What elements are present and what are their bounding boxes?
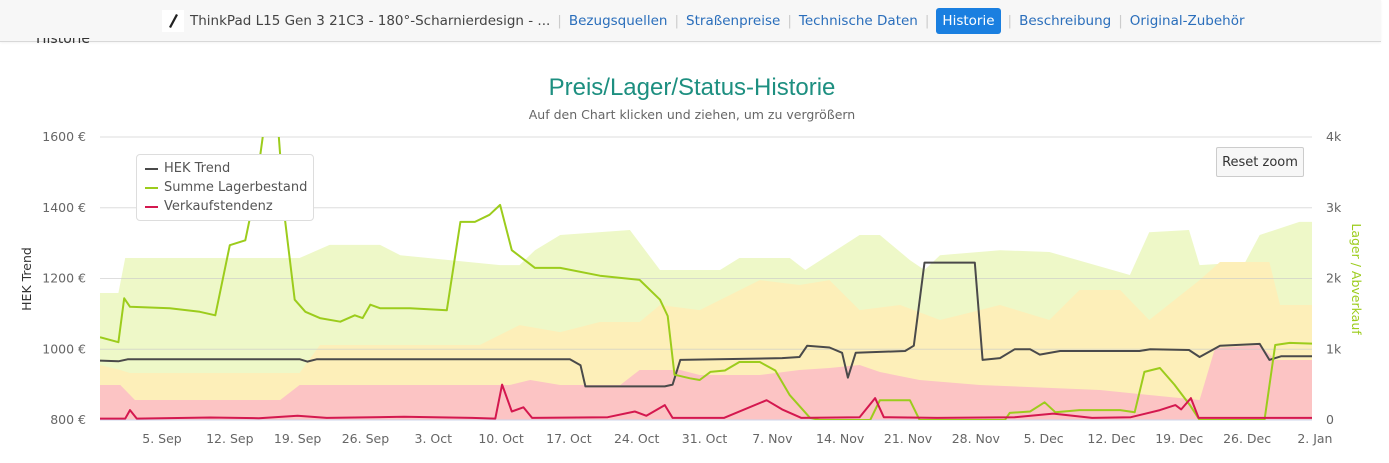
- series-verkaufstendenz[interactable]: [100, 383, 1312, 420]
- y-right-tick-label: 0: [1326, 412, 1334, 427]
- section-heading: Historie: [36, 38, 91, 46]
- series-hek-trend[interactable]: [100, 261, 1312, 388]
- legend-item-lager[interactable]: Summe Lagerbestand: [137, 178, 313, 197]
- x-tick-label: 26. Dec: [1223, 431, 1271, 446]
- band-yellow: [100, 262, 1312, 420]
- x-tick-label: 5. Sep: [142, 431, 182, 446]
- y-tick-label: 1600 €: [42, 129, 86, 144]
- nav-strassenpreise[interactable]: Straßenpreise: [686, 13, 781, 29]
- x-tick-label: 24. Oct: [614, 431, 660, 446]
- y-tick-label: 1200 €: [42, 271, 86, 286]
- x-tick-label: 28. Nov: [952, 431, 1001, 446]
- y-right-tick-label: 2k: [1326, 271, 1342, 286]
- x-tick-label: 7. Nov: [752, 431, 793, 446]
- right-axis-label: Lager / Abverkauf: [1349, 223, 1364, 335]
- chart-subtitle: Auf den Chart klicken und ziehen, um zu …: [529, 107, 855, 122]
- legend-item-hek[interactable]: HEK Trend: [137, 159, 313, 178]
- nav-technische-daten[interactable]: Technische Daten: [798, 13, 918, 29]
- x-tick-label: 21. Nov: [884, 431, 933, 446]
- legend-swatch: [145, 205, 158, 208]
- y-tick-label: 1000 €: [42, 341, 86, 356]
- product-nav: ThinkPad L15 Gen 3 21C3 - 180°-Scharnier…: [162, 6, 1245, 36]
- x-tick-label: 5. Dec: [1024, 431, 1064, 446]
- pen-icon: [162, 10, 184, 32]
- y-tick-label: 1400 €: [42, 200, 86, 215]
- x-tick-label: 12. Sep: [206, 431, 253, 446]
- x-tick-label: 10. Oct: [478, 431, 524, 446]
- x-tick-label: 14. Nov: [816, 431, 865, 446]
- chart-title: Preis/Lager/Status-Historie: [549, 74, 836, 101]
- legend-swatch: [145, 167, 158, 170]
- x-tick-label: 12. Dec: [1087, 431, 1135, 446]
- nav-original-zubehoer[interactable]: Original-Zubehör: [1129, 13, 1245, 29]
- legend-swatch: [145, 186, 158, 189]
- x-tick-label: 3. Oct: [415, 431, 453, 446]
- left-axis-label: HEK Trend: [19, 247, 34, 311]
- chart-legend: HEK Trend Summe Lagerbestand Verkaufsten…: [136, 154, 314, 221]
- x-tick-label: 26. Sep: [342, 431, 389, 446]
- y-right-tick-label: 1k: [1326, 341, 1342, 356]
- x-tick-label: 19. Sep: [274, 431, 321, 446]
- band-pink: [100, 345, 1312, 420]
- nav-beschreibung[interactable]: Beschreibung: [1019, 13, 1112, 29]
- y-tick-label: 800 €: [50, 412, 86, 427]
- x-tick-label: 17. Oct: [546, 431, 592, 446]
- reset-zoom-button[interactable]: Reset zoom: [1216, 147, 1304, 177]
- x-tick-label: 31. Oct: [682, 431, 728, 446]
- nav-historie[interactable]: Historie: [936, 8, 1001, 34]
- series-summe-lagerbestand[interactable]: [100, 130, 1312, 420]
- x-tick-label: 19. Dec: [1155, 431, 1203, 446]
- product-title: ThinkPad L15 Gen 3 21C3 - 180°-Scharnier…: [190, 13, 551, 29]
- x-tick-label: 2. Jan: [1297, 431, 1332, 446]
- y-right-tick-label: 3k: [1326, 200, 1342, 215]
- nav-bezugsquellen[interactable]: Bezugsquellen: [568, 13, 668, 29]
- top-nav-bar: ThinkPad L15 Gen 3 21C3 - 180°-Scharnier…: [0, 0, 1381, 42]
- y-right-tick-label: 4k: [1326, 129, 1342, 144]
- legend-item-verkauf[interactable]: Verkaufstendenz: [137, 197, 313, 216]
